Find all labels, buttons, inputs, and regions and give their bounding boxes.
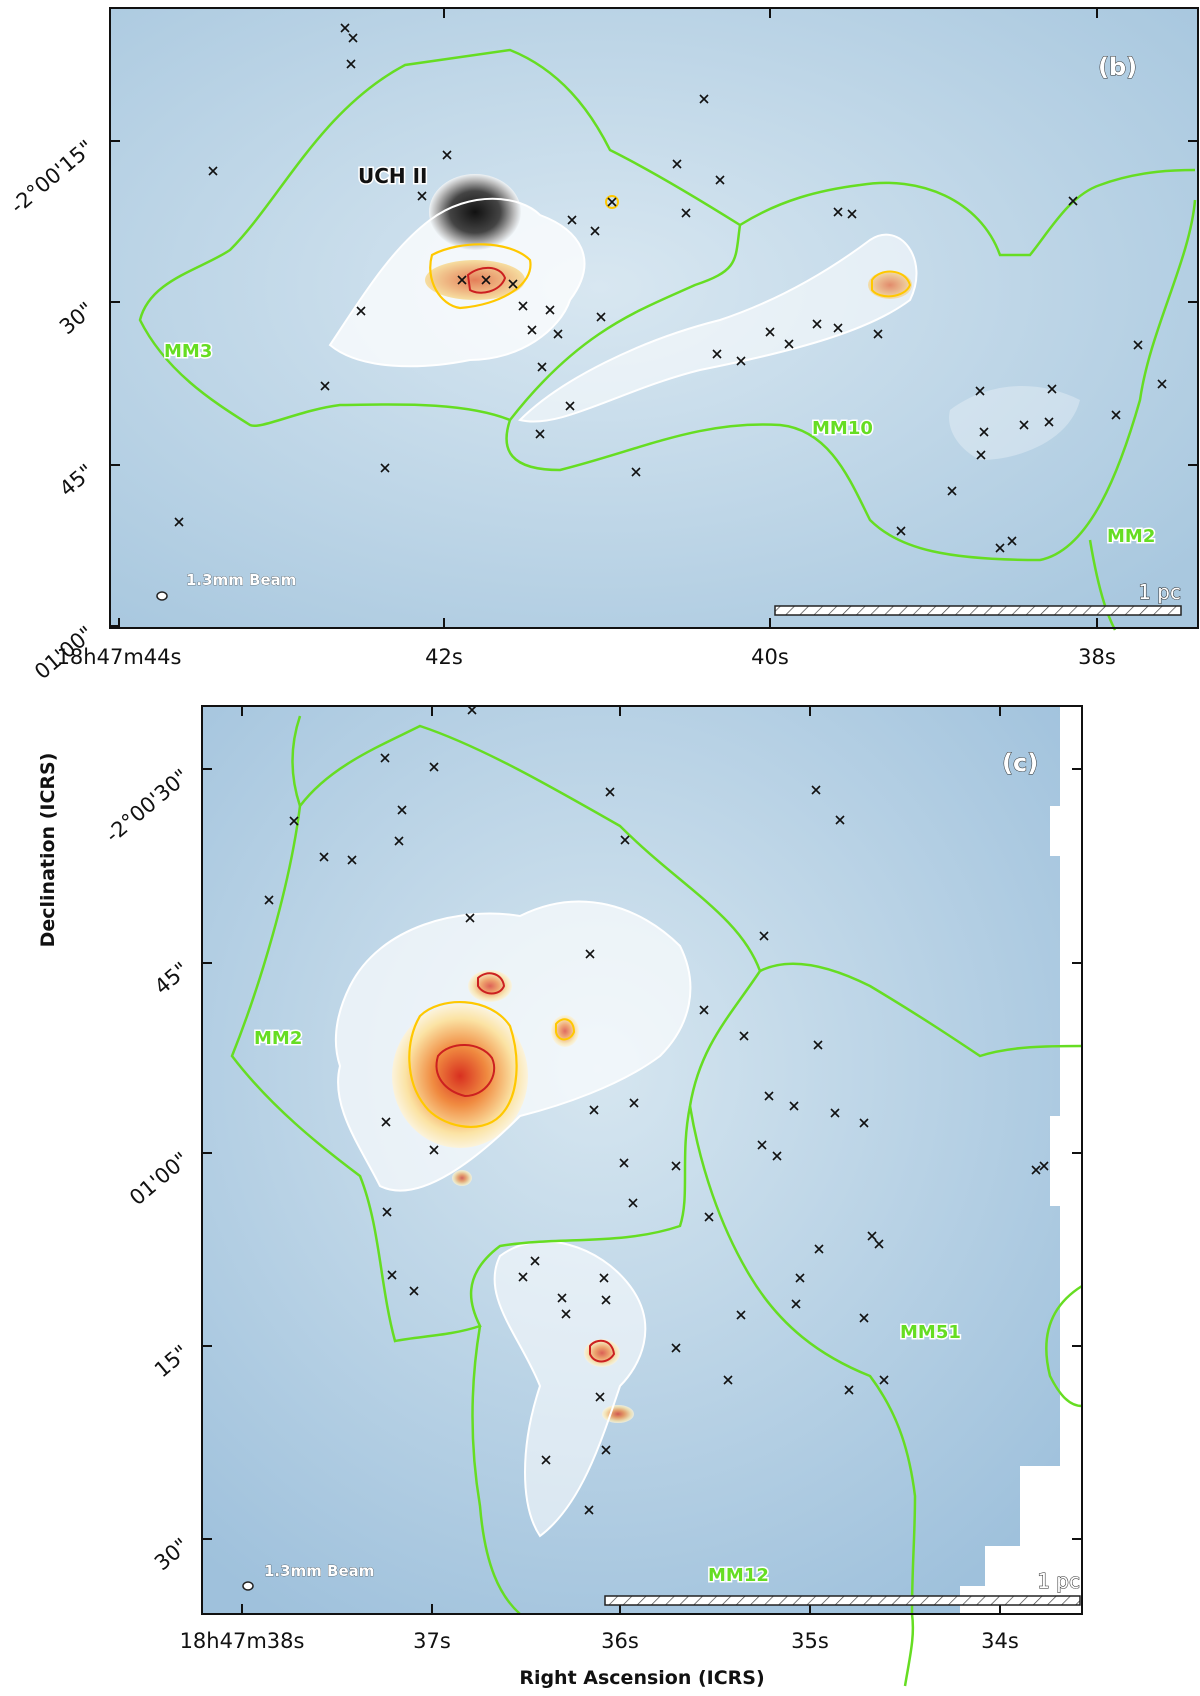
ra-tick-c-3: 35s (791, 1629, 829, 1653)
ra-tick-labels-c: 18h47m38s 37s 36s 35s 34s (180, 1629, 1019, 1653)
region-boundaries-b (138, 48, 1197, 631)
ra-tick-c-0: 18h47m38s (180, 1629, 305, 1653)
ra-tick-b-1: 42s (425, 645, 463, 669)
beam-label-c: 1.3mm Beam (264, 1562, 374, 1580)
region-label-mm2-c: MM2 (254, 1028, 302, 1049)
dec-tick-c-2: 01'00" (125, 1147, 193, 1210)
dec-tick-c-0: -2°00'30" (101, 764, 193, 847)
y-axis-title-wrap: Declination (ICRS) (37, 753, 59, 948)
ra-tick-c-1: 37s (413, 1629, 451, 1653)
scale-bar-c: 1 pc (604, 1569, 1081, 1606)
ra-tick-b-2: 40s (751, 645, 789, 669)
compact-source-markers-b (174, 23, 1167, 553)
ra-tick-b-3: 38s (1078, 645, 1116, 669)
map-image-c (202, 706, 1082, 1614)
uchii-bright-source (429, 174, 521, 250)
region-boundaries-c (230, 715, 1083, 1687)
panel-tag-c: (c) (1002, 749, 1038, 777)
dec-tick-c-3: 15" (150, 1340, 193, 1382)
region-label-mm12: MM12 (708, 1565, 769, 1586)
intensity-contours-b (328, 195, 918, 423)
scale-label-b: 1 pc (1138, 580, 1181, 604)
scale-bar-b: 1 pc (774, 580, 1182, 616)
uchii-label: UCH II (358, 164, 428, 188)
beam-ellipse-b (156, 591, 168, 601)
map-image-b (110, 8, 1198, 628)
dec-tick-b-1: 30" (55, 297, 98, 339)
x-axis-title: Right Ascension (ICRS) (519, 1667, 764, 1689)
dec-tick-labels-b: -2°00'15" 30" 45" 01'00" (6, 135, 98, 684)
beam-ellipse-c (242, 1581, 254, 1591)
beam-label-b: 1.3mm Beam (186, 571, 296, 589)
ra-tick-b-0: 18h47m44s (57, 645, 182, 669)
panel-tag-b: (b) (1098, 53, 1137, 81)
dec-tick-c-1: 45" (150, 957, 193, 999)
dec-tick-b-2: 45" (55, 459, 98, 501)
compact-source-markers-c (264, 705, 1049, 1515)
intensity-contours-c (334, 900, 692, 1538)
y-axis-title: Declination (ICRS) (37, 753, 59, 948)
panel-c: (c) MM2 MM51 MM12 1.3mm Beam 1 pc -2°00'… (101, 705, 1083, 1689)
region-label-mm10: MM10 (812, 418, 873, 439)
panel-b: (b) UCH II MM3 MM10 MM2 1.3mm Beam 1 pc … (6, 7, 1199, 684)
region-label-mm51: MM51 (900, 1322, 961, 1343)
dec-tick-b-0: -2°00'15" (6, 135, 98, 218)
dec-tick-c-4: 30" (150, 1533, 193, 1575)
dec-tick-labels-c: -2°00'30" 45" 01'00" 15" 30" (101, 764, 193, 1575)
ra-tick-labels-b: 18h47m44s 42s 40s 38s (57, 645, 1116, 669)
ra-tick-c-4: 34s (981, 1629, 1019, 1653)
ra-tick-c-2: 36s (601, 1629, 639, 1653)
region-label-mm2: MM2 (1107, 526, 1155, 547)
axes-frame-c (201, 705, 1083, 1615)
region-label-mm3: MM3 (164, 341, 212, 362)
scale-label-c: 1 pc (1037, 1569, 1080, 1593)
axes-frame-b (109, 7, 1199, 629)
